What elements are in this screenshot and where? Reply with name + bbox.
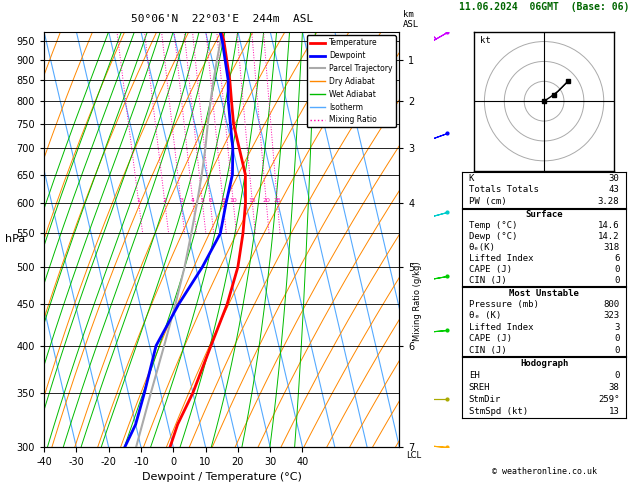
Text: PW (cm): PW (cm) bbox=[469, 197, 506, 206]
Text: 3.28: 3.28 bbox=[598, 197, 620, 206]
Text: Totals Totals: Totals Totals bbox=[469, 186, 538, 194]
Text: 1: 1 bbox=[136, 198, 141, 203]
Text: 15: 15 bbox=[248, 198, 256, 203]
Text: 11.06.2024  06GMT  (Base: 06): 11.06.2024 06GMT (Base: 06) bbox=[459, 2, 629, 12]
Text: 30: 30 bbox=[609, 174, 620, 183]
Text: CAPE (J): CAPE (J) bbox=[469, 334, 512, 343]
Text: StmDir: StmDir bbox=[469, 395, 501, 404]
Legend: Temperature, Dewpoint, Parcel Trajectory, Dry Adiabat, Wet Adiabat, Isotherm, Mi: Temperature, Dewpoint, Parcel Trajectory… bbox=[307, 35, 396, 127]
Text: LCL: LCL bbox=[406, 451, 421, 460]
Text: 259°: 259° bbox=[598, 395, 620, 404]
Text: 318: 318 bbox=[603, 243, 620, 252]
Text: 25: 25 bbox=[274, 198, 281, 203]
Text: 6: 6 bbox=[208, 198, 212, 203]
Text: 13: 13 bbox=[609, 407, 620, 416]
Text: 2: 2 bbox=[163, 198, 167, 203]
Text: hPa: hPa bbox=[6, 234, 26, 244]
Text: K: K bbox=[469, 174, 474, 183]
Text: Temp (°C): Temp (°C) bbox=[469, 221, 517, 230]
Text: 38: 38 bbox=[609, 383, 620, 392]
Text: Lifted Index: Lifted Index bbox=[469, 323, 533, 332]
Text: Lifted Index: Lifted Index bbox=[469, 254, 533, 263]
Text: θₑ (K): θₑ (K) bbox=[469, 312, 501, 320]
Text: 3: 3 bbox=[614, 323, 620, 332]
Text: Hodograph: Hodograph bbox=[520, 359, 568, 368]
Text: 3: 3 bbox=[179, 198, 183, 203]
Text: 8: 8 bbox=[221, 198, 225, 203]
Text: Dewp (°C): Dewp (°C) bbox=[469, 232, 517, 241]
Text: 0: 0 bbox=[614, 346, 620, 355]
Text: Most Unstable: Most Unstable bbox=[509, 289, 579, 297]
Text: 323: 323 bbox=[603, 312, 620, 320]
X-axis label: Dewpoint / Temperature (°C): Dewpoint / Temperature (°C) bbox=[142, 472, 302, 483]
Text: Mixing Ratio (g/kg): Mixing Ratio (g/kg) bbox=[413, 262, 421, 342]
Text: 14.2: 14.2 bbox=[598, 232, 620, 241]
Text: 0: 0 bbox=[614, 276, 620, 285]
Text: 800: 800 bbox=[603, 300, 620, 309]
Text: 20: 20 bbox=[262, 198, 270, 203]
Text: StmSpd (kt): StmSpd (kt) bbox=[469, 407, 528, 416]
Text: 0: 0 bbox=[614, 371, 620, 380]
Text: Surface: Surface bbox=[525, 210, 563, 219]
Text: 0: 0 bbox=[614, 334, 620, 343]
Text: EH: EH bbox=[469, 371, 479, 380]
Text: 14.6: 14.6 bbox=[598, 221, 620, 230]
Text: CIN (J): CIN (J) bbox=[469, 346, 506, 355]
Text: 5: 5 bbox=[201, 198, 204, 203]
Text: SREH: SREH bbox=[469, 383, 491, 392]
Text: 6: 6 bbox=[614, 254, 620, 263]
Text: 10: 10 bbox=[230, 198, 237, 203]
Text: 50°06'N  22°03'E  244m  ASL: 50°06'N 22°03'E 244m ASL bbox=[131, 14, 313, 24]
Text: kt: kt bbox=[480, 36, 491, 45]
Text: CIN (J): CIN (J) bbox=[469, 276, 506, 285]
Text: Pressure (mb): Pressure (mb) bbox=[469, 300, 538, 309]
Text: km
ASL: km ASL bbox=[403, 10, 419, 29]
Text: 4: 4 bbox=[191, 198, 195, 203]
Text: θₑ(K): θₑ(K) bbox=[469, 243, 496, 252]
Text: 0: 0 bbox=[614, 265, 620, 274]
Text: 43: 43 bbox=[609, 186, 620, 194]
Text: © weatheronline.co.uk: © weatheronline.co.uk bbox=[492, 467, 596, 476]
Text: CAPE (J): CAPE (J) bbox=[469, 265, 512, 274]
